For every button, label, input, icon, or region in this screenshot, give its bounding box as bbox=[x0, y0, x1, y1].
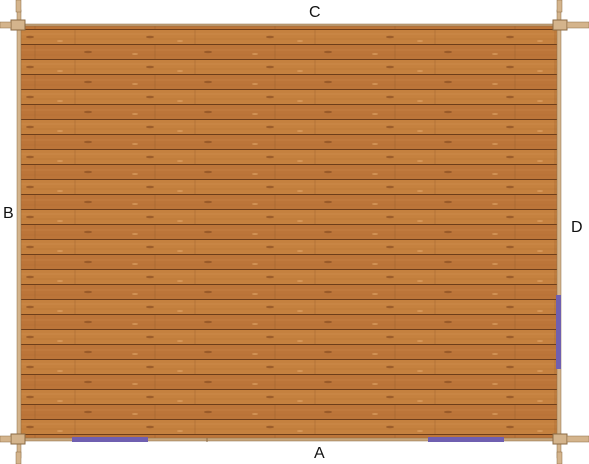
side-label-b: B bbox=[3, 205, 14, 222]
wall-left bbox=[16, 9, 22, 459]
wall-right bbox=[556, 9, 562, 459]
corner-post-top-right bbox=[552, 19, 568, 31]
beam-extension-top-right bbox=[566, 21, 589, 29]
beam-extension-right-bottom bbox=[556, 451, 563, 464]
beam-extension-bottom-right bbox=[566, 435, 589, 443]
opening-bottom-left bbox=[72, 437, 148, 442]
beam-extension-top-left bbox=[0, 21, 12, 29]
opening-right bbox=[556, 295, 561, 369]
side-label-d: D bbox=[571, 219, 583, 236]
wall-top bbox=[9, 23, 579, 27]
beam-extension-bottom-left bbox=[0, 435, 12, 443]
beam-extension-left-bottom bbox=[15, 451, 22, 464]
beam-extension-right-top bbox=[556, 0, 563, 13]
corner-post-top-left bbox=[10, 19, 26, 31]
wood-floor bbox=[21, 26, 558, 438]
side-label-a: A bbox=[314, 445, 325, 462]
corner-post-bottom-right bbox=[552, 433, 568, 445]
corner-post-bottom-left bbox=[10, 433, 26, 445]
side-label-c: C bbox=[309, 4, 321, 21]
beam-extension-left-top bbox=[15, 0, 22, 13]
opening-bottom-right bbox=[428, 437, 504, 442]
